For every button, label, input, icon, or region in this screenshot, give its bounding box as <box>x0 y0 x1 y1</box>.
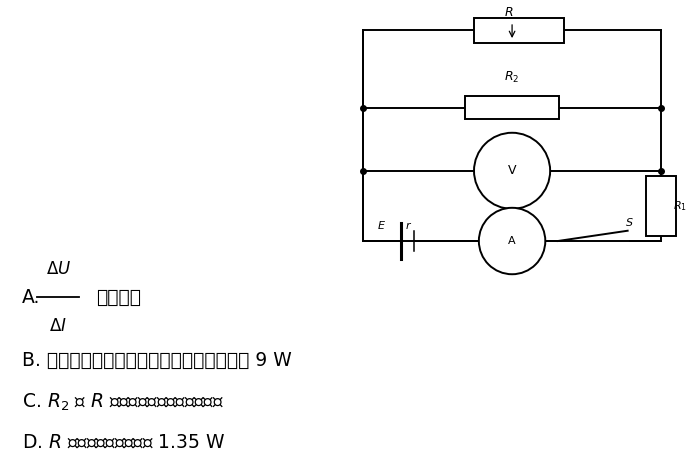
Text: $S$: $S$ <box>626 216 634 228</box>
Text: $\Delta I$: $\Delta I$ <box>49 317 67 335</box>
Bar <box>646 176 676 236</box>
Ellipse shape <box>474 133 550 209</box>
Text: $E$: $E$ <box>377 219 386 231</box>
Text: $R$: $R$ <box>504 6 513 19</box>
Bar <box>465 96 558 119</box>
Text: $R_1$: $R_1$ <box>673 199 687 213</box>
Ellipse shape <box>479 208 545 274</box>
Text: C. $R_2$ 和 $R$ 消耗的总功率先增大后减小: C. $R_2$ 和 $R$ 消耗的总功率先增大后减小 <box>22 392 224 413</box>
Text: B. 电源的输出功率先增大后减小，最大值为 9 W: B. 电源的输出功率先增大后减小，最大值为 9 W <box>22 351 292 370</box>
Text: D. $R$ 消耗功率的最大值为 1.35 W: D. $R$ 消耗功率的最大值为 1.35 W <box>22 433 226 452</box>
Text: $r$: $r$ <box>405 219 412 231</box>
Bar <box>474 17 564 43</box>
Text: $R_2$: $R_2$ <box>504 70 520 85</box>
Text: $\Delta U$: $\Delta U$ <box>46 260 71 278</box>
Text: A: A <box>508 236 516 246</box>
Text: A.: A. <box>22 288 41 307</box>
Text: 逐渐增大: 逐渐增大 <box>96 288 141 307</box>
Text: V: V <box>508 164 516 177</box>
